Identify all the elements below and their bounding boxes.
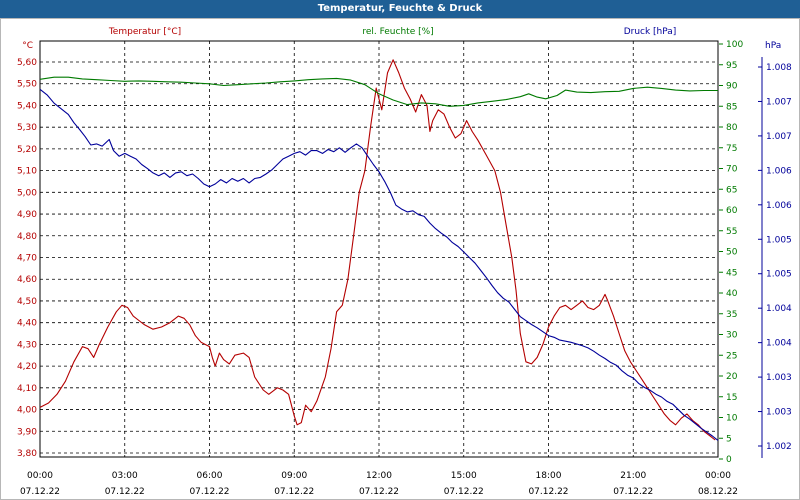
middle-tick-label: 45 <box>726 268 737 278</box>
left-tick-label: 4,10 <box>17 384 37 394</box>
left-tick-label: 4,60 <box>17 275 37 285</box>
x-tick-time: 12:00 <box>366 471 392 481</box>
left-tick-label: 5,40 <box>17 101 37 111</box>
middle-tick-label: 55 <box>726 227 737 237</box>
middle-tick-label: 60 <box>726 206 738 216</box>
left-tick-label: 5,20 <box>17 145 37 155</box>
right-tick-label: 1.005 <box>766 270 792 280</box>
left-tick-label: 4,30 <box>17 340 37 350</box>
x-tick-date: 07.12.22 <box>189 487 229 497</box>
x-tick-time: 21:00 <box>620 471 646 481</box>
temperature-series-label: Temperatur [°C] <box>108 27 181 37</box>
x-tick-date: 07.12.22 <box>613 487 653 497</box>
x-tick-time: 03:00 <box>112 471 138 481</box>
middle-tick-label: 5 <box>726 434 732 444</box>
right-tick-label: 1.004 <box>766 304 792 314</box>
left-tick-label: 5,50 <box>17 80 37 90</box>
middle-tick-label: 40 <box>726 289 738 299</box>
middle-tick-label: 85 <box>726 102 737 112</box>
right-axis-unit: hPa <box>765 41 781 51</box>
x-tick-date: 07.12.22 <box>444 487 484 497</box>
middle-tick-label: 100 <box>726 40 743 50</box>
middle-tick-label: 15 <box>726 393 737 403</box>
x-tick-date: 07.12.22 <box>105 487 145 497</box>
chart-title: Temperatur, Feuchte & Druck <box>0 0 800 18</box>
x-tick-time: 15:00 <box>451 471 477 481</box>
right-tick-label: 1.007 <box>766 97 792 107</box>
left-tick-label: 5,00 <box>17 188 37 198</box>
middle-tick-label: 25 <box>726 351 737 361</box>
temperature-line <box>39 59 716 441</box>
right-tick-label: 1.007 <box>766 132 792 142</box>
left-tick-label: 3,90 <box>17 427 37 437</box>
left-tick-label: 3,80 <box>17 449 37 459</box>
left-tick-label: 4,40 <box>17 319 37 329</box>
left-tick-label: 4,20 <box>17 362 37 372</box>
middle-tick-label: 20 <box>726 372 738 382</box>
left-tick-label: 4,50 <box>17 297 37 307</box>
x-tick-date: 07.12.22 <box>528 487 568 497</box>
middle-tick-label: 75 <box>726 144 737 154</box>
middle-tick-label: 70 <box>726 165 738 175</box>
left-tick-label: 4,00 <box>17 406 37 416</box>
left-tick-label: 5,30 <box>17 123 37 133</box>
left-tick-label: 4,70 <box>17 254 37 264</box>
right-tick-label: 1.004 <box>766 339 792 349</box>
right-tick-label: 1.003 <box>766 373 792 383</box>
right-tick-label: 1.006 <box>766 166 792 176</box>
left-tick-label: 5,60 <box>17 58 37 68</box>
middle-tick-label: 95 <box>726 61 737 71</box>
right-tick-label: 1.006 <box>766 201 792 211</box>
x-tick-date: 07.12.22 <box>359 487 399 497</box>
left-axis-unit: °C <box>22 41 33 51</box>
right-tick-label: 1.005 <box>766 235 792 245</box>
humidity-line <box>39 76 718 107</box>
x-tick-time: 00:00 <box>27 471 53 481</box>
left-tick-label: 4,90 <box>17 210 37 220</box>
right-tick-label: 1.003 <box>766 408 792 418</box>
middle-tick-label: 0 <box>726 455 732 465</box>
right-tick-label: 1.008 <box>766 63 792 73</box>
pressure-line <box>39 88 719 441</box>
x-tick-date: 07.12.22 <box>20 487 60 497</box>
x-tick-date: 07.12.22 <box>274 487 314 497</box>
middle-tick-label: 30 <box>726 331 738 341</box>
middle-tick-label: 10 <box>726 414 738 424</box>
middle-tick-label: 50 <box>726 248 738 258</box>
left-tick-label: 5,10 <box>17 167 37 177</box>
x-tick-time: 09:00 <box>281 471 307 481</box>
x-tick-time: 18:00 <box>536 471 562 481</box>
middle-tick-label: 90 <box>726 82 738 92</box>
pressure-series-label: Druck [hPa] <box>624 27 677 37</box>
humidity-series-label: rel. Feuchte [%] <box>362 27 433 37</box>
middle-tick-label: 80 <box>726 123 738 133</box>
x-tick-date: 08.12.22 <box>698 487 738 497</box>
left-tick-label: 4,80 <box>17 232 37 242</box>
middle-tick-label: 65 <box>726 185 737 195</box>
x-tick-time: 06:00 <box>197 471 223 481</box>
middle-tick-label: 35 <box>726 310 737 320</box>
x-tick-time: 00:00 <box>705 471 731 481</box>
right-tick-label: 1.002 <box>766 442 792 452</box>
